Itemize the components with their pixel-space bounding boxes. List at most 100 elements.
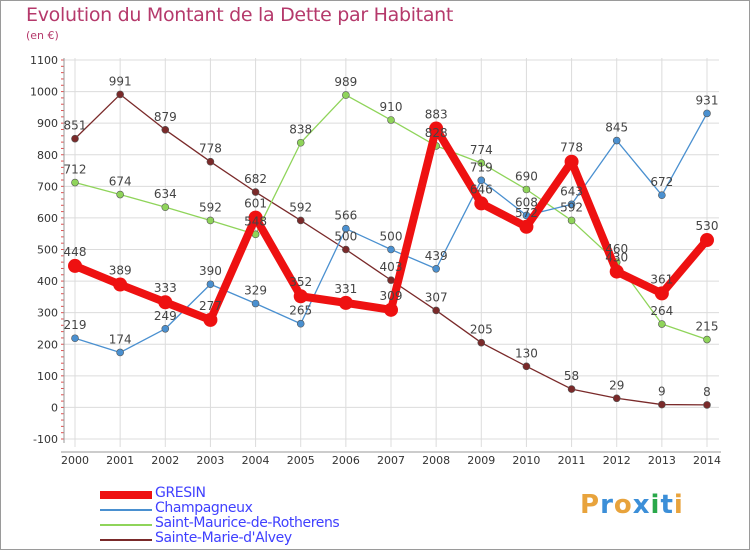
data-label: 130	[515, 346, 538, 360]
data-label: 690	[515, 169, 538, 183]
y-tick-label: 700	[37, 180, 58, 193]
logo-letter: r	[600, 490, 614, 520]
data-point	[522, 185, 531, 194]
data-label: 352	[289, 275, 312, 289]
data-label: 430	[605, 251, 628, 265]
data-label: 712	[64, 163, 87, 177]
logo-letter: i	[650, 490, 661, 520]
x-tick-label: 2005	[287, 454, 315, 467]
data-point	[567, 216, 576, 225]
chart-title: Evolution du Montant de la Dette par Hab…	[26, 4, 454, 26]
data-point	[654, 286, 669, 301]
legend-swatch	[100, 524, 152, 526]
data-point	[293, 289, 308, 304]
chart-unit-label: (en €)	[26, 29, 59, 42]
data-point	[658, 320, 666, 328]
data-point	[564, 154, 579, 169]
data-point	[342, 245, 350, 254]
data-label: 277	[199, 299, 222, 313]
data-label: 448	[64, 245, 87, 259]
x-tick-label: 2006	[332, 454, 360, 467]
data-label: 500	[380, 230, 403, 244]
data-point	[477, 338, 486, 347]
y-tick-label: 200	[37, 338, 58, 351]
data-label: 608	[515, 195, 538, 209]
data-label: 307	[425, 290, 448, 304]
data-label: 883	[425, 108, 448, 122]
data-point	[206, 280, 215, 289]
data-point	[519, 219, 534, 234]
logo-letter: P	[580, 490, 601, 520]
x-tick-label: 2004	[242, 454, 270, 467]
x-tick-label: 2003	[196, 454, 224, 467]
data-point	[384, 302, 398, 317]
data-point	[116, 348, 124, 357]
data-label: 566	[334, 209, 357, 223]
legend-swatch	[100, 539, 152, 541]
data-point	[429, 121, 444, 136]
legend-label: Sainte-Marie-d'Alvey	[155, 530, 292, 546]
legend-swatch	[100, 491, 152, 499]
data-point	[703, 401, 711, 409]
y-tick-label: 300	[37, 307, 58, 320]
data-label: 851	[64, 119, 87, 133]
data-point	[68, 258, 82, 273]
data-label: 389	[109, 264, 132, 278]
data-label: 331	[334, 282, 357, 296]
data-label: 460	[605, 242, 628, 256]
x-tick-label: 2013	[648, 454, 676, 467]
data-label: 264	[650, 304, 673, 318]
data-label: 548	[244, 214, 267, 228]
data-label: 249	[154, 309, 177, 323]
data-point	[432, 264, 440, 273]
data-label: 989	[334, 75, 357, 89]
series-lines	[68, 90, 714, 409]
data-point	[342, 224, 350, 233]
data-point	[296, 138, 305, 147]
data-label: 879	[154, 110, 177, 124]
data-point	[432, 306, 440, 315]
data-label: 931	[696, 93, 719, 107]
x-tick-label: 2011	[558, 454, 586, 467]
data-point	[161, 203, 170, 211]
y-tick-label: 800	[37, 149, 58, 162]
data-point	[477, 176, 486, 185]
data-point	[700, 233, 714, 248]
data-point	[251, 299, 260, 308]
x-tick-label: 2010	[512, 454, 540, 467]
data-label: 439	[425, 249, 448, 263]
data-point	[116, 90, 124, 99]
data-label: 58	[564, 369, 579, 383]
data-label: 991	[109, 74, 132, 88]
proxiti-logo: Proxiti	[580, 490, 684, 520]
legend-label: GRESIN	[155, 485, 206, 501]
data-label: 205	[470, 323, 493, 337]
data-label: 572	[515, 206, 538, 220]
data-point	[71, 178, 79, 187]
y-tick-label: 1100	[30, 54, 58, 67]
data-label: 219	[64, 318, 87, 332]
data-label: 9	[658, 385, 666, 399]
legend-item: Champagneux	[100, 500, 400, 517]
data-label: 634	[154, 187, 177, 201]
data-label: 530	[696, 219, 719, 233]
data-point	[703, 109, 711, 118]
x-tick-label: 2007	[377, 454, 405, 467]
data-point	[703, 335, 711, 344]
data-point	[296, 216, 305, 225]
data-point	[474, 196, 489, 211]
legend-item: Saint-Maurice-de-Rotherens	[100, 515, 400, 532]
data-label: 592	[199, 200, 222, 214]
data-label: 29	[609, 378, 624, 392]
y-tick-label: 500	[37, 244, 58, 257]
x-tick-label: 2008	[422, 454, 450, 467]
legend-item: Sainte-Marie-d'Alvey	[100, 530, 400, 547]
logo-letter: t	[660, 490, 674, 520]
data-label: 828	[425, 126, 448, 140]
data-point	[342, 91, 350, 99]
data-labels: 851 991 879 778 682 592 500 403 307 205 130 58 29 9 8 7…	[64, 74, 719, 398]
data-label: 309	[380, 289, 403, 303]
logo-letter: x	[632, 490, 651, 520]
x-tick-label: 2009	[467, 454, 495, 467]
x-tick-label: 2002	[151, 454, 179, 467]
